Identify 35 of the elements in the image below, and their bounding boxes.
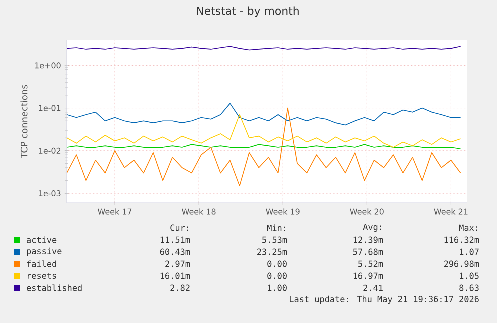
text: 2.82 <box>170 284 190 292</box>
text: 8.63 <box>460 284 479 292</box>
y-axis-title: TCP connections <box>20 85 28 158</box>
text: 12.39m <box>354 236 384 244</box>
legend-label: passive <box>27 248 62 256</box>
text: Max: <box>459 224 478 232</box>
text: Cur: <box>170 224 188 232</box>
chart-title: Netstat - by month <box>197 6 299 18</box>
text: 296.98m <box>444 260 480 268</box>
line-series <box>67 103 462 126</box>
text: Last update: Thu May 21 19:36:17 2026 <box>290 296 479 304</box>
text: 16.01m <box>160 272 190 280</box>
text: 0.00 <box>268 272 287 280</box>
text: 2.97m <box>166 260 190 268</box>
text: 1.05 <box>460 272 479 280</box>
legend-label: failed <box>27 260 56 268</box>
legend-label: established <box>27 284 82 292</box>
legend-label: active <box>27 236 57 244</box>
legend-label: resets <box>28 272 56 280</box>
text: 1.00 <box>268 284 287 292</box>
line-series <box>67 114 462 148</box>
text: 5.53m <box>262 236 288 244</box>
text: 5.52m <box>358 260 384 268</box>
text: 60.43m <box>160 248 190 256</box>
text: 0.00 <box>268 260 287 268</box>
text: 2.41 <box>364 284 383 292</box>
text: Min: <box>267 224 286 232</box>
line-series <box>67 108 462 186</box>
text: 16.97m <box>354 272 384 280</box>
text: Avg: <box>363 224 382 232</box>
text: 1.07 <box>460 248 479 256</box>
text: 23.25m <box>258 248 288 256</box>
text: 57.68m <box>353 248 384 256</box>
text: 116.32m <box>444 236 480 244</box>
text: 11.51m <box>160 236 190 244</box>
